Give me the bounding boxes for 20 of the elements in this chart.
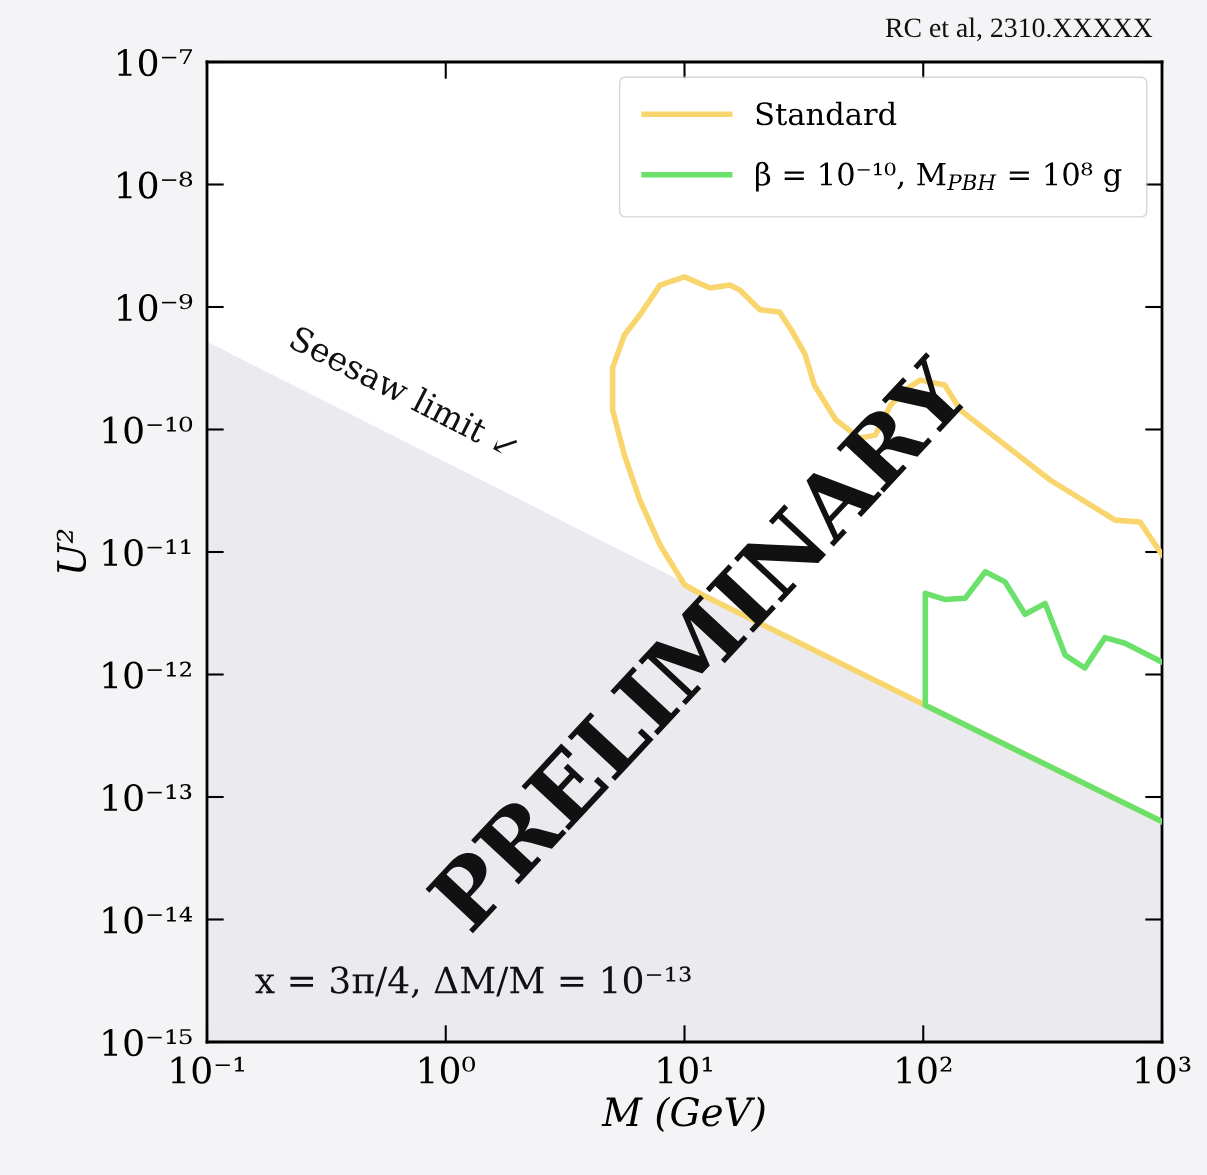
x-axis-title: M (GeV) (601, 1096, 765, 1132)
y-tick-label: 10⁻¹³ (103, 783, 192, 812)
y-tick-label: 10⁻¹² (103, 661, 191, 689)
y-axis-title: U² (56, 529, 87, 572)
legend-label: Standard (756, 101, 897, 126)
x-tick-label: 10⁰ (419, 1056, 476, 1084)
x-tick-label: 10⁻¹ (171, 1056, 244, 1084)
y-tick-label: 10⁻⁸ (118, 171, 193, 199)
y-tick-label: 10⁻⁷ (118, 48, 193, 77)
x-tick-label: 10¹ (658, 1056, 712, 1084)
annotation: x = 3π/4, ΔM/M = 10⁻¹³ (255, 966, 691, 999)
x-tick-label: 10³ (1136, 1056, 1191, 1084)
text: RC et al, 2310.XXXXX (885, 17, 1153, 42)
legend-label: β = 10⁻¹⁰, M$_{PBH}$ = 10⁸ g (756, 161, 1122, 193)
y-tick-label: 10⁻⁹ (118, 293, 193, 322)
y-tick-label: 10⁻¹⁰ (103, 416, 193, 444)
y-tick-label: 10⁻¹⁵ (103, 1028, 192, 1057)
y-tick-label: 10⁻¹¹ (103, 538, 191, 567)
y-tick-label: 10⁻¹⁴ (103, 906, 192, 934)
x-tick-label: 10² (897, 1056, 952, 1084)
